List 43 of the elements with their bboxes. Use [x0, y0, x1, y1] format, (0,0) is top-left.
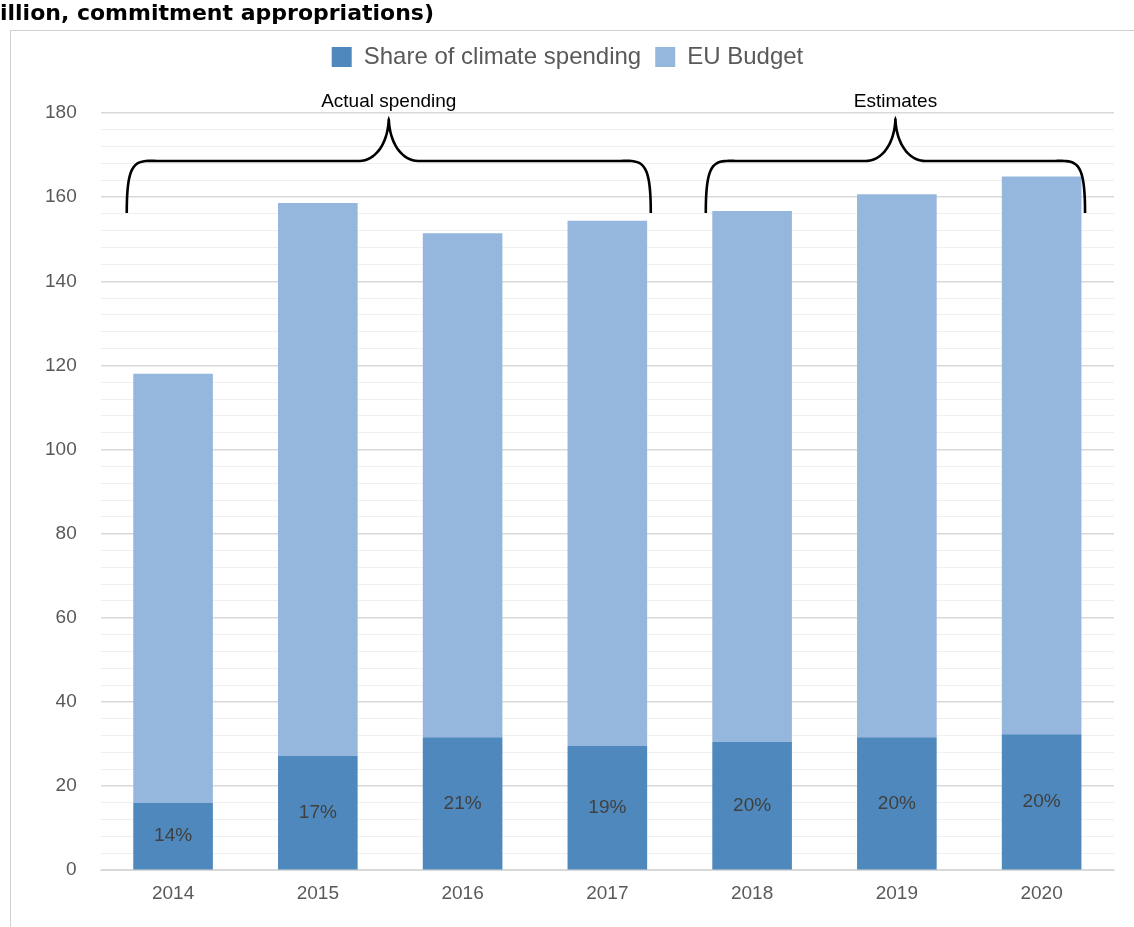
text: Estimates: [853, 89, 938, 111]
bar: [712, 211, 792, 742]
bar: [133, 802, 213, 870]
y-tick-label: 120: [45, 353, 77, 375]
legend-label: EU Budget: [687, 41, 804, 69]
legend-label: Share of climate spending: [363, 41, 642, 69]
annotation: 20%: [877, 791, 916, 813]
bar: [1001, 176, 1082, 735]
annotation: 19%: [588, 796, 627, 818]
bar: [567, 220, 648, 747]
x-tick-label: 2020: [1020, 881, 1063, 903]
bar: [712, 741, 792, 870]
y-tick-label: 80: [55, 521, 77, 543]
annotation: 20%: [733, 793, 772, 815]
y-tick-label: 100: [45, 437, 77, 459]
y-tick-label: 40: [55, 690, 77, 712]
x-tick-label: 2018: [730, 881, 774, 903]
y-tick-label: 140: [45, 269, 77, 291]
bar: [278, 203, 358, 756]
y-tick-label: 0: [66, 858, 77, 880]
x-tick-label: 2014: [151, 881, 195, 903]
annotation: 17%: [298, 800, 337, 822]
annotation: 20%: [1022, 790, 1061, 812]
text: Actual spending: [321, 89, 457, 111]
bar: [1001, 734, 1082, 870]
bar: [422, 233, 503, 738]
y-tick-label: 160: [45, 185, 77, 207]
x-tick-label: 2016: [441, 881, 484, 903]
bar: [133, 373, 213, 803]
x-tick-label: 2015: [296, 881, 339, 903]
bar: [567, 746, 648, 870]
y-tick-label: 20: [55, 774, 77, 796]
bar: [857, 737, 937, 870]
annotation: 14%: [154, 824, 193, 846]
bar: [278, 755, 358, 870]
bar: [857, 194, 937, 738]
bar: [422, 737, 503, 870]
chart-title: illion, commitment appropriations): [0, 0, 434, 25]
y-tick-label: 60: [55, 606, 77, 628]
x-tick-label: 2017: [586, 881, 629, 903]
annotation: 21%: [443, 791, 482, 813]
x-tick-label: 2019: [875, 881, 919, 903]
y-tick-label: 180: [45, 101, 77, 123]
